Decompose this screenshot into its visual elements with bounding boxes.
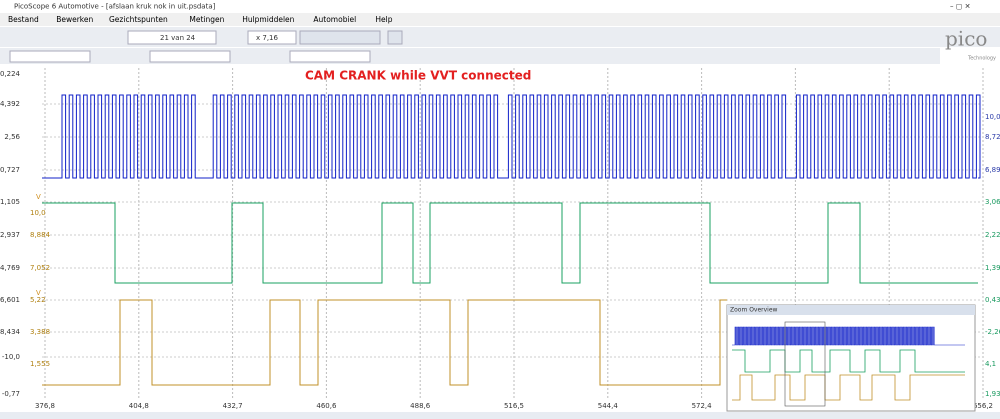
axis-a-label: -0,224 [0, 70, 21, 78]
zoom-wave-a [732, 326, 965, 346]
axis-right-label: 3,061 [985, 198, 1000, 206]
channel-toolbar [0, 48, 940, 64]
axis-right-label: 8,726 [985, 133, 1000, 141]
axis-a-label: 0,727 [0, 166, 20, 174]
zoom-window[interactable] [784, 321, 826, 407]
x-tick-label: 432,7 [223, 402, 243, 410]
axis-right-label: -2,26 [985, 328, 1000, 336]
axis-right-label: 6,894 [985, 166, 1000, 174]
tool-buttons[interactable] [299, 30, 381, 45]
channel-a-box[interactable] [9, 50, 91, 63]
x-tick-label: 572,4 [692, 402, 713, 410]
axis-b-label: 3,388 [30, 328, 50, 336]
menu-item[interactable]: Bestand [8, 15, 39, 24]
axis-b-label: 1,555 [30, 360, 50, 368]
menu-bar [0, 13, 1000, 26]
zoom-overview-title: Zoom Overview [730, 307, 778, 314]
menu-item[interactable]: Gezichtspunten [109, 15, 168, 24]
channel-b-wave [42, 202, 978, 284]
window-title: PicoScope 6 Automotive - [afslaan kruk n… [14, 3, 216, 11]
menu-item[interactable]: Bewerken [56, 15, 93, 24]
channel-c-wave [42, 299, 727, 386]
axis-right-label: 4,1 [985, 360, 996, 368]
axis-right-label: 10,0 [985, 113, 1000, 121]
menu-item[interactable]: Hulpmiddelen [242, 15, 294, 24]
channel-c-box[interactable] [289, 50, 371, 63]
menu-item[interactable]: Metingen [189, 15, 224, 24]
axis-a-label: -2,937 [0, 231, 20, 239]
menu-item[interactable]: Automobiel [313, 15, 356, 24]
x-tick-label: 460,6 [316, 402, 337, 410]
x-tick-label: 488,6 [410, 402, 431, 410]
x-tick-label: 544,4 [598, 402, 619, 410]
annotation: CAM CRANK while VVT connected [305, 69, 531, 83]
axis-a-label: -0,77 [2, 390, 20, 398]
axis-a-unit: V [36, 193, 41, 201]
channel-b-box[interactable] [149, 50, 231, 63]
tool-button[interactable] [387, 30, 403, 45]
logo: pico [945, 27, 987, 51]
axis-a-label: -8,434 [0, 328, 21, 336]
axis-a-label: 4,392 [0, 100, 20, 108]
window-controls[interactable]: – ▢ ✕ [950, 3, 970, 11]
axis-b-unit: V [36, 289, 41, 297]
x-tick-label: 656,2 [973, 402, 993, 410]
axis-b-label: 8,884 [30, 231, 51, 239]
menu-item[interactable]: Help [375, 15, 392, 24]
axis-right-label: 2,229 [985, 231, 1000, 239]
axis-a-label: -1,105 [0, 198, 20, 206]
title-bar [0, 0, 1000, 13]
axis-a-label: -10,0 [2, 353, 20, 361]
status-bar [0, 412, 1000, 419]
axis-right-label: 1,93 [985, 390, 1000, 398]
axis-right-label: 0,43 [985, 296, 1000, 304]
x-tick-label: 404,8 [129, 402, 149, 410]
x-tick-label: 516,5 [504, 402, 524, 410]
logo-sub: Technology [967, 56, 996, 62]
axis-a-label: 2,56 [4, 133, 20, 141]
axis-a-label: -6,601 [0, 296, 20, 304]
zoom-overview[interactable]: Zoom Overview [726, 304, 976, 412]
page-box[interactable] [127, 30, 217, 45]
axis-b-label: 7,052 [30, 264, 50, 272]
zoom-box[interactable] [247, 30, 297, 45]
x-tick-label: 376,8 [35, 402, 55, 410]
zoom-wave-b [732, 349, 965, 373]
axis-a-label: -4,769 [0, 264, 20, 272]
axis-b-label: 10,0 [30, 209, 46, 217]
channel-a-wave [42, 94, 981, 179]
page-field: 21 van 24 [160, 34, 196, 42]
zoom-field: x 7,16 [256, 34, 279, 42]
axis-b-label: 5,22 [30, 296, 46, 304]
axis-right-label: 1,397 [985, 264, 1000, 272]
